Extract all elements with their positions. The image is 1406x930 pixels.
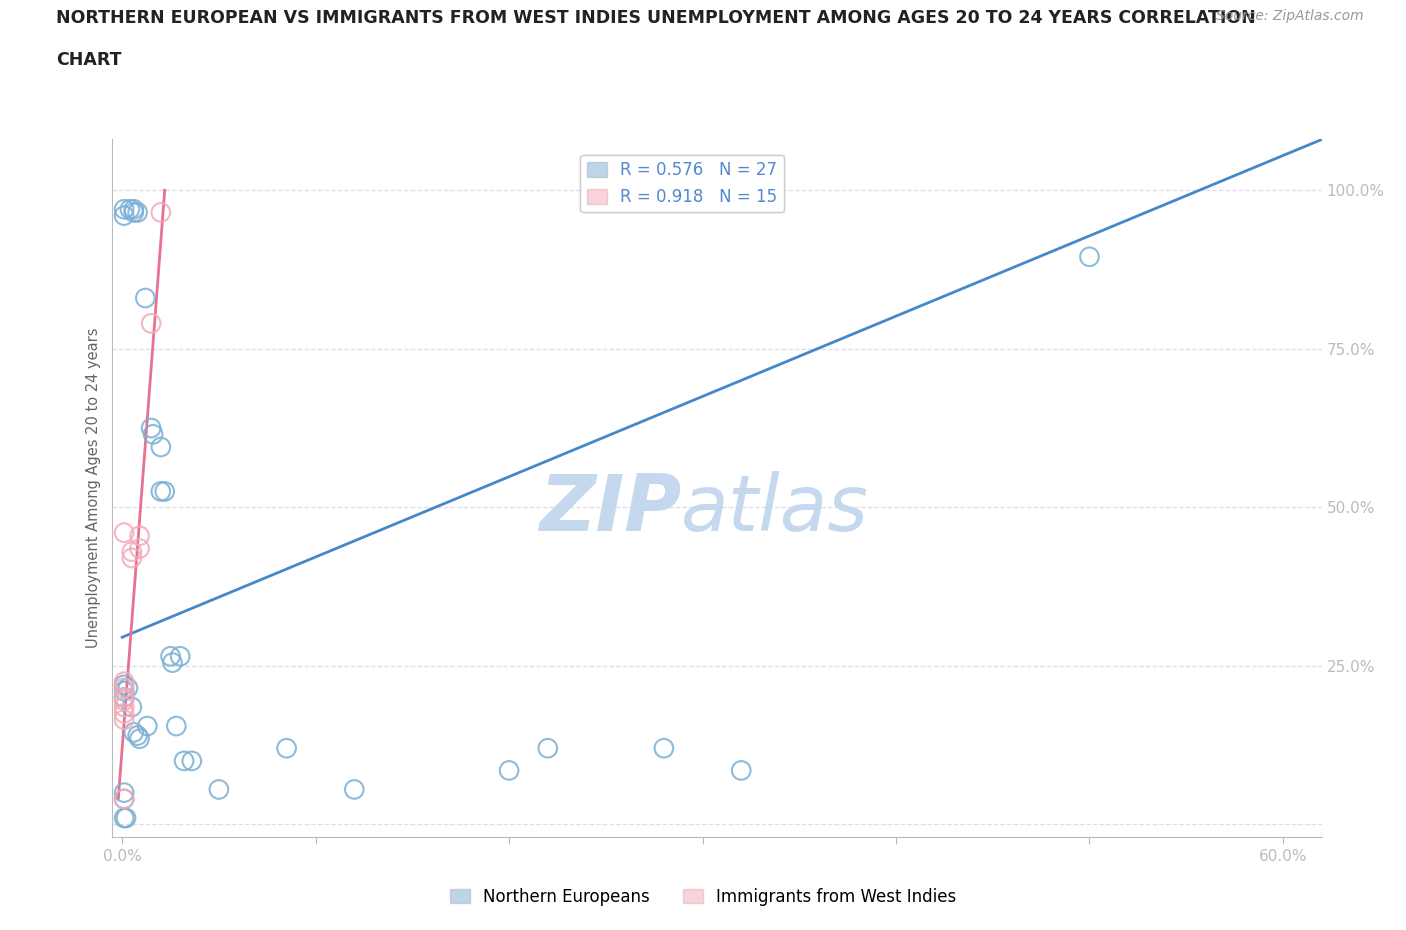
Point bbox=[112, 690, 135, 705]
Point bbox=[121, 544, 143, 559]
Point bbox=[169, 649, 191, 664]
Point bbox=[112, 693, 135, 708]
Y-axis label: Unemployment Among Ages 20 to 24 years: Unemployment Among Ages 20 to 24 years bbox=[86, 328, 101, 648]
Point bbox=[112, 706, 135, 721]
Point bbox=[498, 763, 520, 777]
Point bbox=[112, 684, 135, 698]
Point bbox=[112, 674, 135, 689]
Text: Source: ZipAtlas.com: Source: ZipAtlas.com bbox=[1216, 9, 1364, 23]
Point bbox=[112, 208, 135, 223]
Point bbox=[652, 741, 675, 756]
Point bbox=[112, 202, 135, 217]
Point bbox=[121, 551, 143, 565]
Point bbox=[537, 741, 560, 756]
Point bbox=[128, 541, 150, 556]
Point bbox=[730, 763, 752, 777]
Point bbox=[180, 753, 202, 768]
Point bbox=[141, 420, 163, 435]
Point bbox=[128, 528, 150, 543]
Point bbox=[122, 205, 145, 219]
Point bbox=[208, 782, 231, 797]
Point bbox=[121, 699, 143, 714]
Point bbox=[112, 690, 135, 705]
Point bbox=[127, 728, 149, 743]
Point bbox=[118, 202, 141, 217]
Point bbox=[112, 677, 135, 692]
Point bbox=[127, 205, 149, 219]
Point bbox=[128, 731, 150, 746]
Point bbox=[173, 753, 195, 768]
Point bbox=[117, 681, 139, 696]
Text: NORTHERN EUROPEAN VS IMMIGRANTS FROM WEST INDIES UNEMPLOYMENT AMONG AGES 20 TO 2: NORTHERN EUROPEAN VS IMMIGRANTS FROM WES… bbox=[56, 9, 1256, 27]
Point bbox=[112, 699, 135, 714]
Point bbox=[136, 719, 159, 734]
Point bbox=[1078, 249, 1101, 264]
Point bbox=[122, 725, 145, 740]
Point bbox=[149, 484, 172, 498]
Text: ZIP: ZIP bbox=[538, 472, 681, 547]
Point bbox=[122, 202, 145, 217]
Point bbox=[112, 712, 135, 727]
Legend: R = 0.576   N = 27, R = 0.918   N = 15: R = 0.576 N = 27, R = 0.918 N = 15 bbox=[581, 154, 785, 212]
Point bbox=[134, 290, 156, 305]
Point bbox=[149, 440, 172, 455]
Point bbox=[115, 811, 138, 826]
Point bbox=[112, 811, 135, 826]
Point bbox=[112, 681, 135, 696]
Point bbox=[153, 484, 176, 498]
Point bbox=[112, 791, 135, 806]
Point bbox=[165, 719, 187, 734]
Point bbox=[112, 785, 135, 800]
Point bbox=[276, 741, 298, 756]
Point bbox=[162, 655, 184, 670]
Point bbox=[141, 316, 163, 331]
Point bbox=[142, 427, 165, 442]
Text: CHART: CHART bbox=[56, 51, 122, 69]
Point bbox=[159, 649, 181, 664]
Text: atlas: atlas bbox=[681, 472, 869, 547]
Point bbox=[149, 205, 172, 219]
Point bbox=[112, 525, 135, 540]
Point bbox=[112, 791, 135, 806]
Point bbox=[343, 782, 366, 797]
Legend: Northern Europeans, Immigrants from West Indies: Northern Europeans, Immigrants from West… bbox=[443, 881, 963, 912]
